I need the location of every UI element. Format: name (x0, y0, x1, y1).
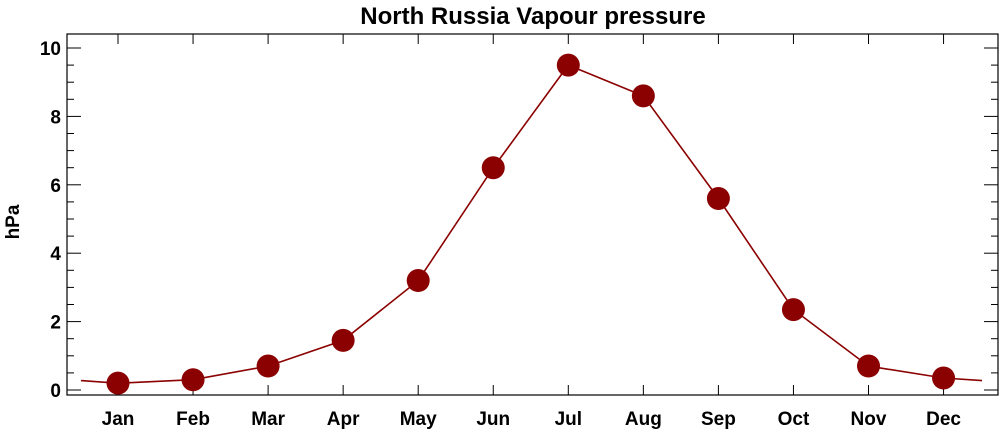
x-tick-label: May (400, 409, 437, 430)
data-point-may (406, 269, 430, 293)
data-point-feb (181, 368, 205, 392)
y-tick-label: 0 (50, 381, 61, 402)
data-point-mar (256, 354, 280, 378)
x-tick-label: Jul (555, 409, 582, 430)
y-axis-label: hPa (3, 204, 24, 239)
x-tick-label: Sep (701, 409, 736, 430)
y-tick-label: 4 (50, 244, 61, 265)
x-tick-label: Mar (251, 409, 285, 430)
x-tick-label: Apr (327, 409, 360, 430)
series-line (80, 64, 983, 385)
y-tick-label: 8 (50, 107, 61, 128)
y-tick-label: 6 (50, 176, 61, 197)
x-tick-label: Oct (778, 409, 810, 430)
x-tick-label: Feb (176, 409, 210, 430)
x-ticks: Jan Feb Mar Apr May Jun Jul Aug Sep Oct Nov Dec (102, 34, 961, 430)
y-tick-label: 10 (40, 39, 61, 60)
y-tick-label: 2 (50, 313, 61, 334)
data-point-apr (331, 328, 355, 352)
data-point-jan (106, 371, 130, 395)
x-tick-label: Nov (851, 409, 887, 430)
chart-title: North Russia Vapour pressure (360, 3, 705, 30)
data-point-nov (857, 354, 880, 378)
data-point-dec (932, 366, 956, 390)
data-point-jul (556, 53, 580, 77)
series-layer (80, 53, 983, 395)
y-ticks: 0 2 4 6 8 10 (40, 39, 998, 402)
data-point-sep (706, 186, 730, 210)
data-point-jun (481, 156, 505, 180)
x-tick-label: Jun (476, 409, 510, 430)
x-tick-label: Dec (926, 409, 961, 430)
x-tick-label: Aug (625, 409, 662, 430)
plot-frame (66, 33, 999, 396)
data-point-aug (631, 84, 655, 108)
data-point-oct (781, 298, 805, 322)
x-tick-label: Jan (102, 409, 135, 430)
